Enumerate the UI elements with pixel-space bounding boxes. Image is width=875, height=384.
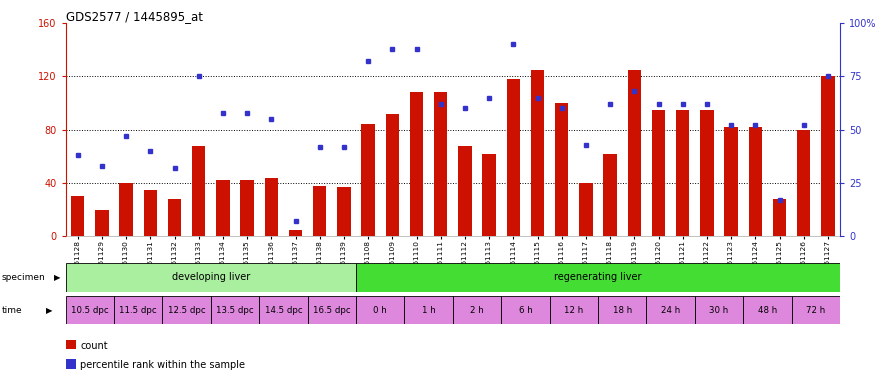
Bar xyxy=(192,146,206,236)
Text: specimen: specimen xyxy=(2,273,45,282)
Text: percentile rank within the sample: percentile rank within the sample xyxy=(80,360,246,370)
Bar xyxy=(579,183,592,236)
Bar xyxy=(531,70,544,236)
Bar xyxy=(66,263,356,292)
Bar xyxy=(501,296,550,324)
Bar xyxy=(216,180,229,236)
Text: ▶: ▶ xyxy=(54,273,60,282)
Bar xyxy=(652,109,665,236)
Bar xyxy=(676,109,690,236)
Bar xyxy=(120,183,133,236)
Bar xyxy=(356,263,840,292)
Bar xyxy=(95,210,108,236)
Bar xyxy=(458,146,472,236)
Text: 1 h: 1 h xyxy=(422,306,436,314)
Bar xyxy=(308,296,356,324)
Text: developing liver: developing liver xyxy=(172,272,250,283)
Text: 0 h: 0 h xyxy=(374,306,387,314)
Text: count: count xyxy=(80,341,108,351)
Bar xyxy=(453,296,501,324)
Text: 48 h: 48 h xyxy=(758,306,777,314)
Bar xyxy=(337,187,351,236)
Text: 14.5 dpc: 14.5 dpc xyxy=(264,306,302,314)
Bar xyxy=(264,177,278,236)
Bar xyxy=(555,103,569,236)
Bar xyxy=(822,76,835,236)
Bar xyxy=(550,296,598,324)
Bar xyxy=(749,127,762,236)
Text: regenerating liver: regenerating liver xyxy=(554,272,641,283)
Bar xyxy=(114,296,163,324)
Bar xyxy=(386,114,399,236)
Bar xyxy=(211,296,259,324)
Bar xyxy=(361,124,374,236)
Bar xyxy=(404,296,453,324)
Bar xyxy=(410,92,423,236)
Bar xyxy=(773,199,786,236)
Bar xyxy=(313,185,326,236)
Bar xyxy=(168,199,181,236)
Bar xyxy=(289,230,302,236)
Bar xyxy=(356,296,404,324)
Bar xyxy=(434,92,447,236)
Text: 12 h: 12 h xyxy=(564,306,584,314)
Bar xyxy=(507,79,520,236)
Bar xyxy=(71,196,84,236)
Text: time: time xyxy=(2,306,23,314)
Bar xyxy=(743,296,792,324)
Bar xyxy=(647,296,695,324)
Text: 30 h: 30 h xyxy=(710,306,729,314)
Text: 18 h: 18 h xyxy=(612,306,632,314)
Bar xyxy=(627,70,641,236)
Text: 2 h: 2 h xyxy=(470,306,484,314)
Bar xyxy=(144,190,157,236)
Text: 10.5 dpc: 10.5 dpc xyxy=(71,306,108,314)
Bar xyxy=(792,296,840,324)
Bar xyxy=(163,296,211,324)
Text: ▶: ▶ xyxy=(46,306,52,314)
Bar xyxy=(700,109,713,236)
Bar xyxy=(724,127,738,236)
Bar xyxy=(259,296,308,324)
Bar xyxy=(598,296,647,324)
Text: 24 h: 24 h xyxy=(661,306,680,314)
Text: 11.5 dpc: 11.5 dpc xyxy=(119,306,157,314)
Text: 13.5 dpc: 13.5 dpc xyxy=(216,306,254,314)
Bar xyxy=(797,129,810,236)
Bar xyxy=(695,296,743,324)
Text: 6 h: 6 h xyxy=(519,306,532,314)
Bar xyxy=(66,296,114,324)
Bar xyxy=(482,154,496,236)
Text: 16.5 dpc: 16.5 dpc xyxy=(313,306,351,314)
Bar xyxy=(241,180,254,236)
Bar xyxy=(604,154,617,236)
Text: 12.5 dpc: 12.5 dpc xyxy=(168,306,206,314)
Text: 72 h: 72 h xyxy=(806,306,825,314)
Text: GDS2577 / 1445895_at: GDS2577 / 1445895_at xyxy=(66,10,203,23)
